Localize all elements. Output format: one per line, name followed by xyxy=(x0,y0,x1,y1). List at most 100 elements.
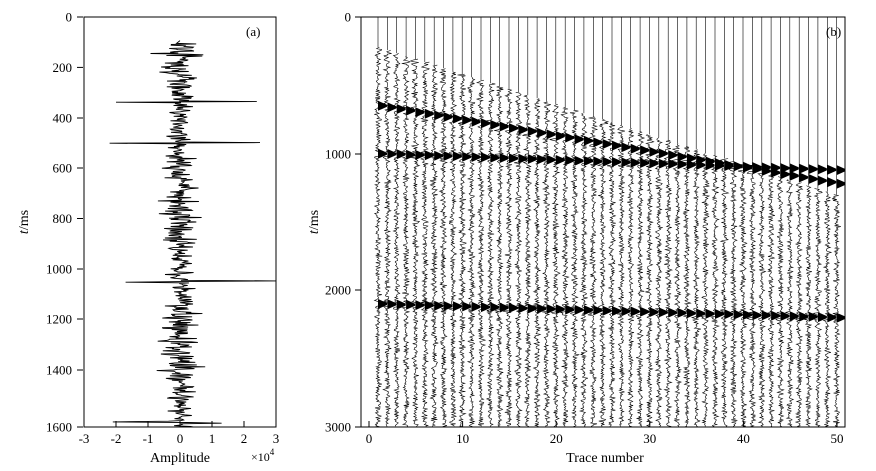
seismic-trace xyxy=(812,17,827,427)
panel-a-frame xyxy=(83,16,277,428)
seismic-trace xyxy=(532,17,548,427)
reflector-lobe-2 xyxy=(836,165,845,176)
x-tick-label: 40 xyxy=(737,431,750,446)
reflector-lobe-3 xyxy=(799,311,809,322)
seismic-trace xyxy=(737,17,766,427)
reflector-lobe-3 xyxy=(574,304,584,315)
reflector-lobe-2 xyxy=(686,159,696,170)
seismic-trace xyxy=(794,17,809,427)
trace-wiggle xyxy=(710,155,726,427)
panel-a-y-ticks xyxy=(77,16,83,428)
y-tick-label: 600 xyxy=(53,161,73,176)
panel-b-frame xyxy=(360,16,846,428)
reflector-lobe-3 xyxy=(724,309,734,320)
trace-wiggle xyxy=(726,161,760,427)
reflector-lobe-3 xyxy=(668,307,678,318)
seismic-trace xyxy=(635,17,652,427)
reflector-lobe-3 xyxy=(378,299,387,309)
x-tick-label: 0 xyxy=(177,431,184,446)
seismic-trace xyxy=(485,17,503,427)
x-tick-label: 10 xyxy=(456,431,469,446)
panel-b-y-tick-labels: 0 1000 2000 3000 xyxy=(325,10,351,435)
seismic-trace xyxy=(726,17,760,427)
reflector-lobe-1 xyxy=(808,174,818,184)
reflector-lobe-1 xyxy=(649,146,659,157)
reflector-lobe-3 xyxy=(752,310,762,321)
trace-wiggle xyxy=(794,182,807,427)
seismic-trace xyxy=(804,17,819,427)
reflector-lobe-1 xyxy=(378,100,387,111)
reflector-lobe-2 xyxy=(415,150,425,160)
x-tick-label: -2 xyxy=(111,431,122,446)
reflector-lobe-3 xyxy=(499,302,509,313)
reflector-lobe-2 xyxy=(593,156,603,167)
trace-wiggle xyxy=(541,101,558,427)
reflector-lobe-2 xyxy=(452,151,462,162)
reflector-lobe-3 xyxy=(415,300,425,311)
reflector-lobe-1 xyxy=(424,108,434,119)
reflector-lobe-2 xyxy=(574,155,584,166)
y-tick-label: 0 xyxy=(345,10,352,25)
seismic-trace xyxy=(549,17,567,427)
reflector-lobe-3 xyxy=(621,306,631,317)
reflector-lobe-1 xyxy=(612,140,621,151)
trace-wiggle xyxy=(532,98,548,427)
panel-b-label: (b) xyxy=(826,24,841,39)
trace-wiggle xyxy=(512,92,529,427)
seismic-trace xyxy=(653,17,670,427)
seismic-trace xyxy=(494,17,512,427)
reflector-lobe-1 xyxy=(387,102,397,113)
reflector-lobe-1 xyxy=(546,129,556,140)
reflector-lobe-2 xyxy=(555,155,565,165)
reflector-lobe-1 xyxy=(799,172,809,183)
reflector-lobe-1 xyxy=(817,175,827,186)
reflector-lobe-2 xyxy=(621,157,631,168)
reflector-lobe-2 xyxy=(808,164,818,175)
seismic-trace xyxy=(767,17,782,427)
trace-wiggle xyxy=(428,64,446,427)
seismic-trace xyxy=(626,17,642,427)
panel-b-y-axis-title: t/ms xyxy=(307,210,322,234)
x-tick-label: -3 xyxy=(79,431,90,446)
reflector-lobe-2 xyxy=(743,161,752,172)
reflector-lobe-2 xyxy=(537,154,547,165)
reflector-lobe-3 xyxy=(452,301,462,312)
y-tick-label: 1200 xyxy=(46,312,72,327)
trace-wiggle xyxy=(662,140,681,427)
reflector-lobe-2 xyxy=(509,153,518,164)
seismic-trace xyxy=(671,17,689,427)
reflector-lobe-2 xyxy=(490,152,500,163)
seismic-trace xyxy=(596,17,614,427)
trace-wiggle xyxy=(438,68,454,427)
reflector-lobe-2 xyxy=(630,157,640,168)
trace-wiggle xyxy=(569,110,585,427)
reflector-lobe-2 xyxy=(612,157,621,167)
reflector-lobe-3 xyxy=(443,301,453,311)
reflector-lobe-2 xyxy=(677,159,687,170)
reflector-lobe-3 xyxy=(733,309,743,320)
trace-wiggle xyxy=(635,131,652,427)
seismic-trace xyxy=(502,17,521,427)
reflector-lobe-1 xyxy=(490,119,500,130)
seismic-trace xyxy=(382,17,398,427)
trace-wiggle xyxy=(382,49,398,427)
trace-wiggle xyxy=(502,88,521,427)
seismic-trace xyxy=(690,17,709,427)
seismic-trace xyxy=(475,17,493,427)
trace-wiggle xyxy=(457,73,474,427)
reflector-lobe-2 xyxy=(817,164,827,175)
reflector-lobe-2 xyxy=(518,153,528,164)
trace-wiggle xyxy=(719,158,744,427)
seismic-trace xyxy=(438,17,454,427)
seismic-trace xyxy=(466,17,483,427)
y-tick-label: 200 xyxy=(53,60,73,75)
reflector-lobe-3 xyxy=(518,303,528,314)
panel-a: 0 200 400 600 800 1000 1200 1400 1600 t/… xyxy=(17,10,279,467)
seismic-trace xyxy=(428,17,446,427)
reflector-lobe-3 xyxy=(471,301,481,312)
amplitude-trace-line xyxy=(109,40,277,428)
reflector-lobe-2 xyxy=(565,155,575,166)
reflector-lobe-3 xyxy=(808,311,818,322)
reflector-lobe-2 xyxy=(471,152,481,162)
seismic-trace xyxy=(522,17,539,427)
